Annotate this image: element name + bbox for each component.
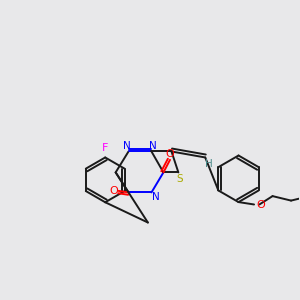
Text: N: N: [152, 192, 160, 202]
Text: S: S: [176, 174, 183, 184]
Text: N: N: [123, 141, 131, 151]
Text: O: O: [256, 200, 265, 210]
Text: N: N: [149, 141, 157, 151]
Text: O: O: [166, 149, 174, 160]
Text: H: H: [205, 159, 213, 169]
Text: F: F: [102, 143, 108, 153]
Text: O: O: [109, 186, 118, 196]
